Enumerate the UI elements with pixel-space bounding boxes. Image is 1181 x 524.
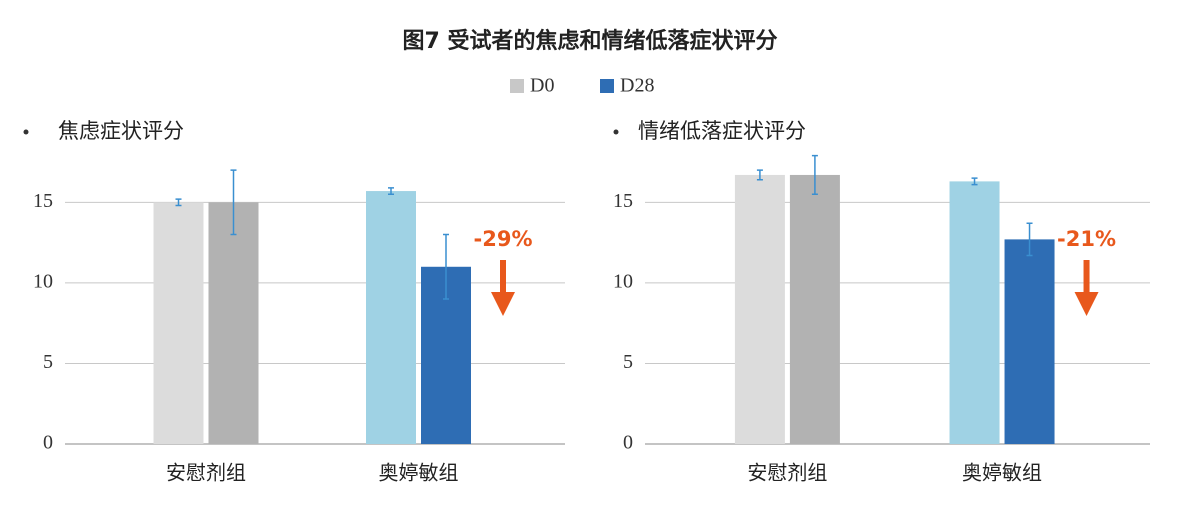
- error-bar: [443, 233, 449, 300]
- bar: [1004, 239, 1055, 444]
- chart-title: 图7 受试者的焦虑和情绪低落症状评分: [403, 28, 778, 54]
- error-bar: [971, 177, 978, 186]
- bar: [734, 174, 785, 444]
- error-bar: [756, 169, 763, 181]
- legend-label: D28: [620, 75, 654, 97]
- x-tick-label: 安慰剂组: [747, 461, 827, 485]
- y-tick-label: 15: [613, 190, 633, 212]
- y-tick-label: 15: [33, 190, 53, 212]
- legend-label: D0: [530, 75, 554, 97]
- annotation: -21%: [1057, 227, 1116, 251]
- y-tick-label: 5: [43, 351, 53, 373]
- annotation-arrow: [1074, 260, 1099, 316]
- legend-swatch: [510, 79, 524, 93]
- y-tick-label: 10: [33, 270, 53, 292]
- subplot-title: 焦虑症状评分: [58, 119, 184, 143]
- bar: [208, 202, 259, 444]
- bullet: [23, 129, 29, 135]
- legend-swatch: [600, 79, 614, 93]
- annotation: -29%: [474, 227, 533, 251]
- y-tick-label: 5: [623, 351, 633, 373]
- y-tick-label: 10: [613, 270, 633, 292]
- x-tick-label: 安慰剂组: [166, 461, 246, 485]
- bar: [366, 191, 416, 444]
- annotation-arrow: [491, 260, 515, 316]
- x-tick-label: 奥婷敏组: [379, 461, 459, 485]
- bar: [949, 181, 1000, 444]
- bar: [789, 174, 840, 444]
- y-tick-label: 0: [43, 432, 53, 454]
- error-bar: [388, 187, 394, 196]
- bullet: [613, 129, 619, 135]
- y-tick-label: 0: [623, 432, 633, 454]
- error-bar: [811, 154, 818, 196]
- error-bar: [175, 198, 182, 207]
- error-bar: [230, 169, 237, 236]
- subplot-title: 情绪低落症状评分: [638, 119, 806, 143]
- error-bar: [1026, 222, 1033, 257]
- bar: [153, 202, 204, 444]
- x-tick-label: 奥婷敏组: [962, 461, 1042, 485]
